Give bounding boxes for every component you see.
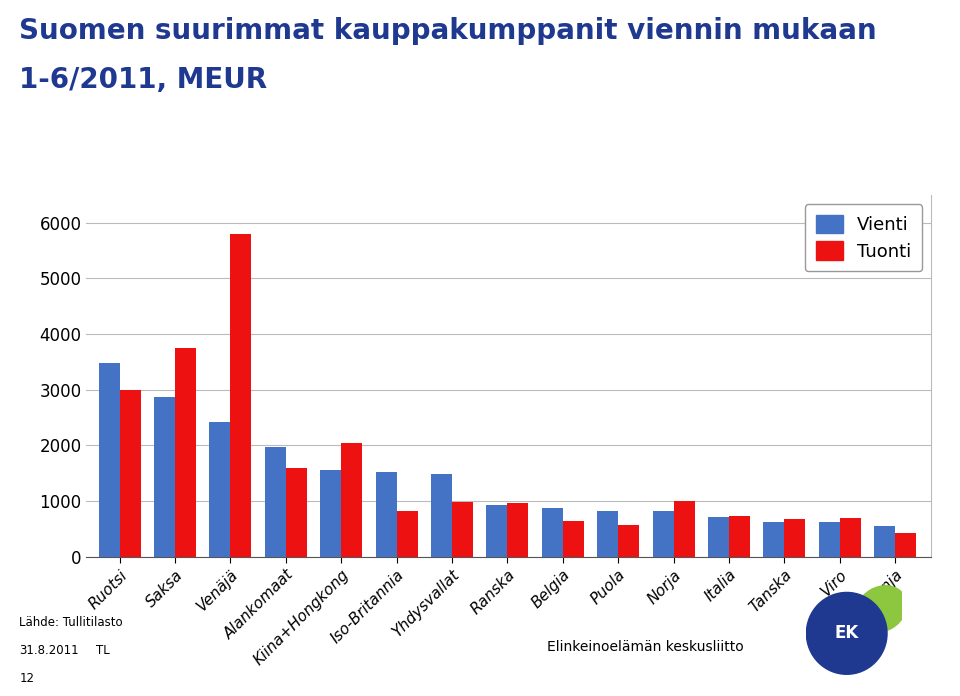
Bar xyxy=(508,503,528,557)
Text: Lähde: Tullitilasto: Lähde: Tullitilasto xyxy=(19,616,123,629)
Bar xyxy=(618,525,639,557)
Text: Suomen suurimmat kauppakumppanit viennin mukaan: Suomen suurimmat kauppakumppanit viennin… xyxy=(19,17,876,45)
Bar xyxy=(396,511,418,557)
Bar xyxy=(563,521,584,557)
Bar xyxy=(99,363,120,557)
Bar xyxy=(321,470,341,557)
Text: TL: TL xyxy=(96,644,109,657)
Text: EK: EK xyxy=(834,624,859,642)
Bar xyxy=(653,511,674,557)
Ellipse shape xyxy=(856,586,906,632)
Bar xyxy=(120,390,141,557)
Bar xyxy=(431,475,452,557)
Circle shape xyxy=(806,592,887,674)
Bar xyxy=(708,516,729,557)
Legend: Vienti, Tuonti: Vienti, Tuonti xyxy=(804,204,923,271)
Text: Elinkeinoelämän keskusliitto: Elinkeinoelämän keskusliitto xyxy=(547,640,744,654)
Bar xyxy=(840,518,861,557)
Bar xyxy=(230,234,252,557)
Bar xyxy=(175,348,196,557)
Bar xyxy=(784,519,805,557)
Bar xyxy=(286,468,307,557)
Bar xyxy=(341,443,362,557)
Bar xyxy=(265,447,286,557)
Bar xyxy=(729,516,750,557)
Bar xyxy=(597,511,618,557)
Bar xyxy=(375,472,396,557)
Bar xyxy=(875,525,895,557)
Bar xyxy=(154,397,175,557)
Text: 31.8.2011: 31.8.2011 xyxy=(19,644,79,657)
Bar xyxy=(541,508,563,557)
Bar xyxy=(487,505,508,557)
Bar xyxy=(819,522,840,557)
Bar xyxy=(452,503,473,557)
Text: 1-6/2011, MEUR: 1-6/2011, MEUR xyxy=(19,66,267,94)
Text: 12: 12 xyxy=(19,672,35,685)
Bar xyxy=(763,522,784,557)
Bar xyxy=(895,533,916,557)
Bar xyxy=(674,500,695,557)
Bar xyxy=(209,422,230,557)
